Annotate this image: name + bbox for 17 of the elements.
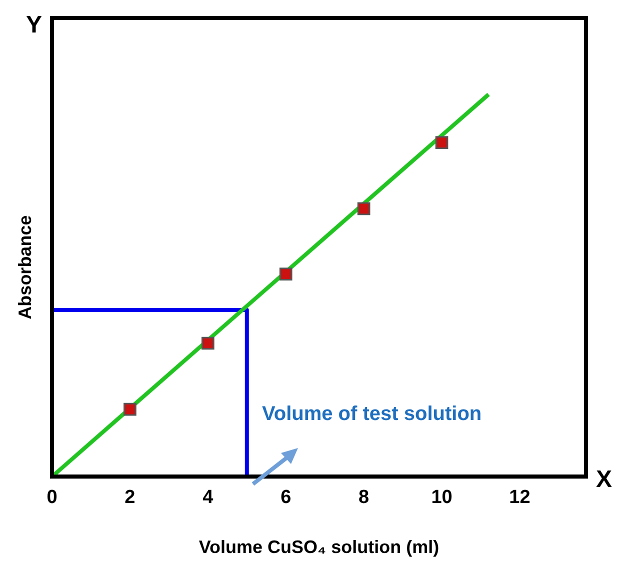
x-tick-label: 8 (358, 487, 370, 508)
x-axis-title: Volume CuSO₄ solution (ml) (198, 537, 440, 558)
y-axis-title: Absorbance (14, 215, 35, 320)
text: X (596, 466, 612, 494)
point (357, 202, 370, 216)
point (435, 136, 448, 149)
text: Y (26, 12, 42, 39)
x-tick-label: 2 (124, 487, 136, 508)
point (124, 402, 136, 416)
point (202, 336, 214, 350)
x-tick-label: 4 (202, 487, 214, 508)
x-tick-label: 0 (46, 487, 58, 508)
x-tick-label: 12 (509, 487, 530, 508)
annotation: Volume of test solution (262, 403, 482, 426)
point (279, 268, 292, 280)
x-tick-label: 6 (280, 487, 292, 508)
x-tick-label: 10 (431, 487, 452, 508)
